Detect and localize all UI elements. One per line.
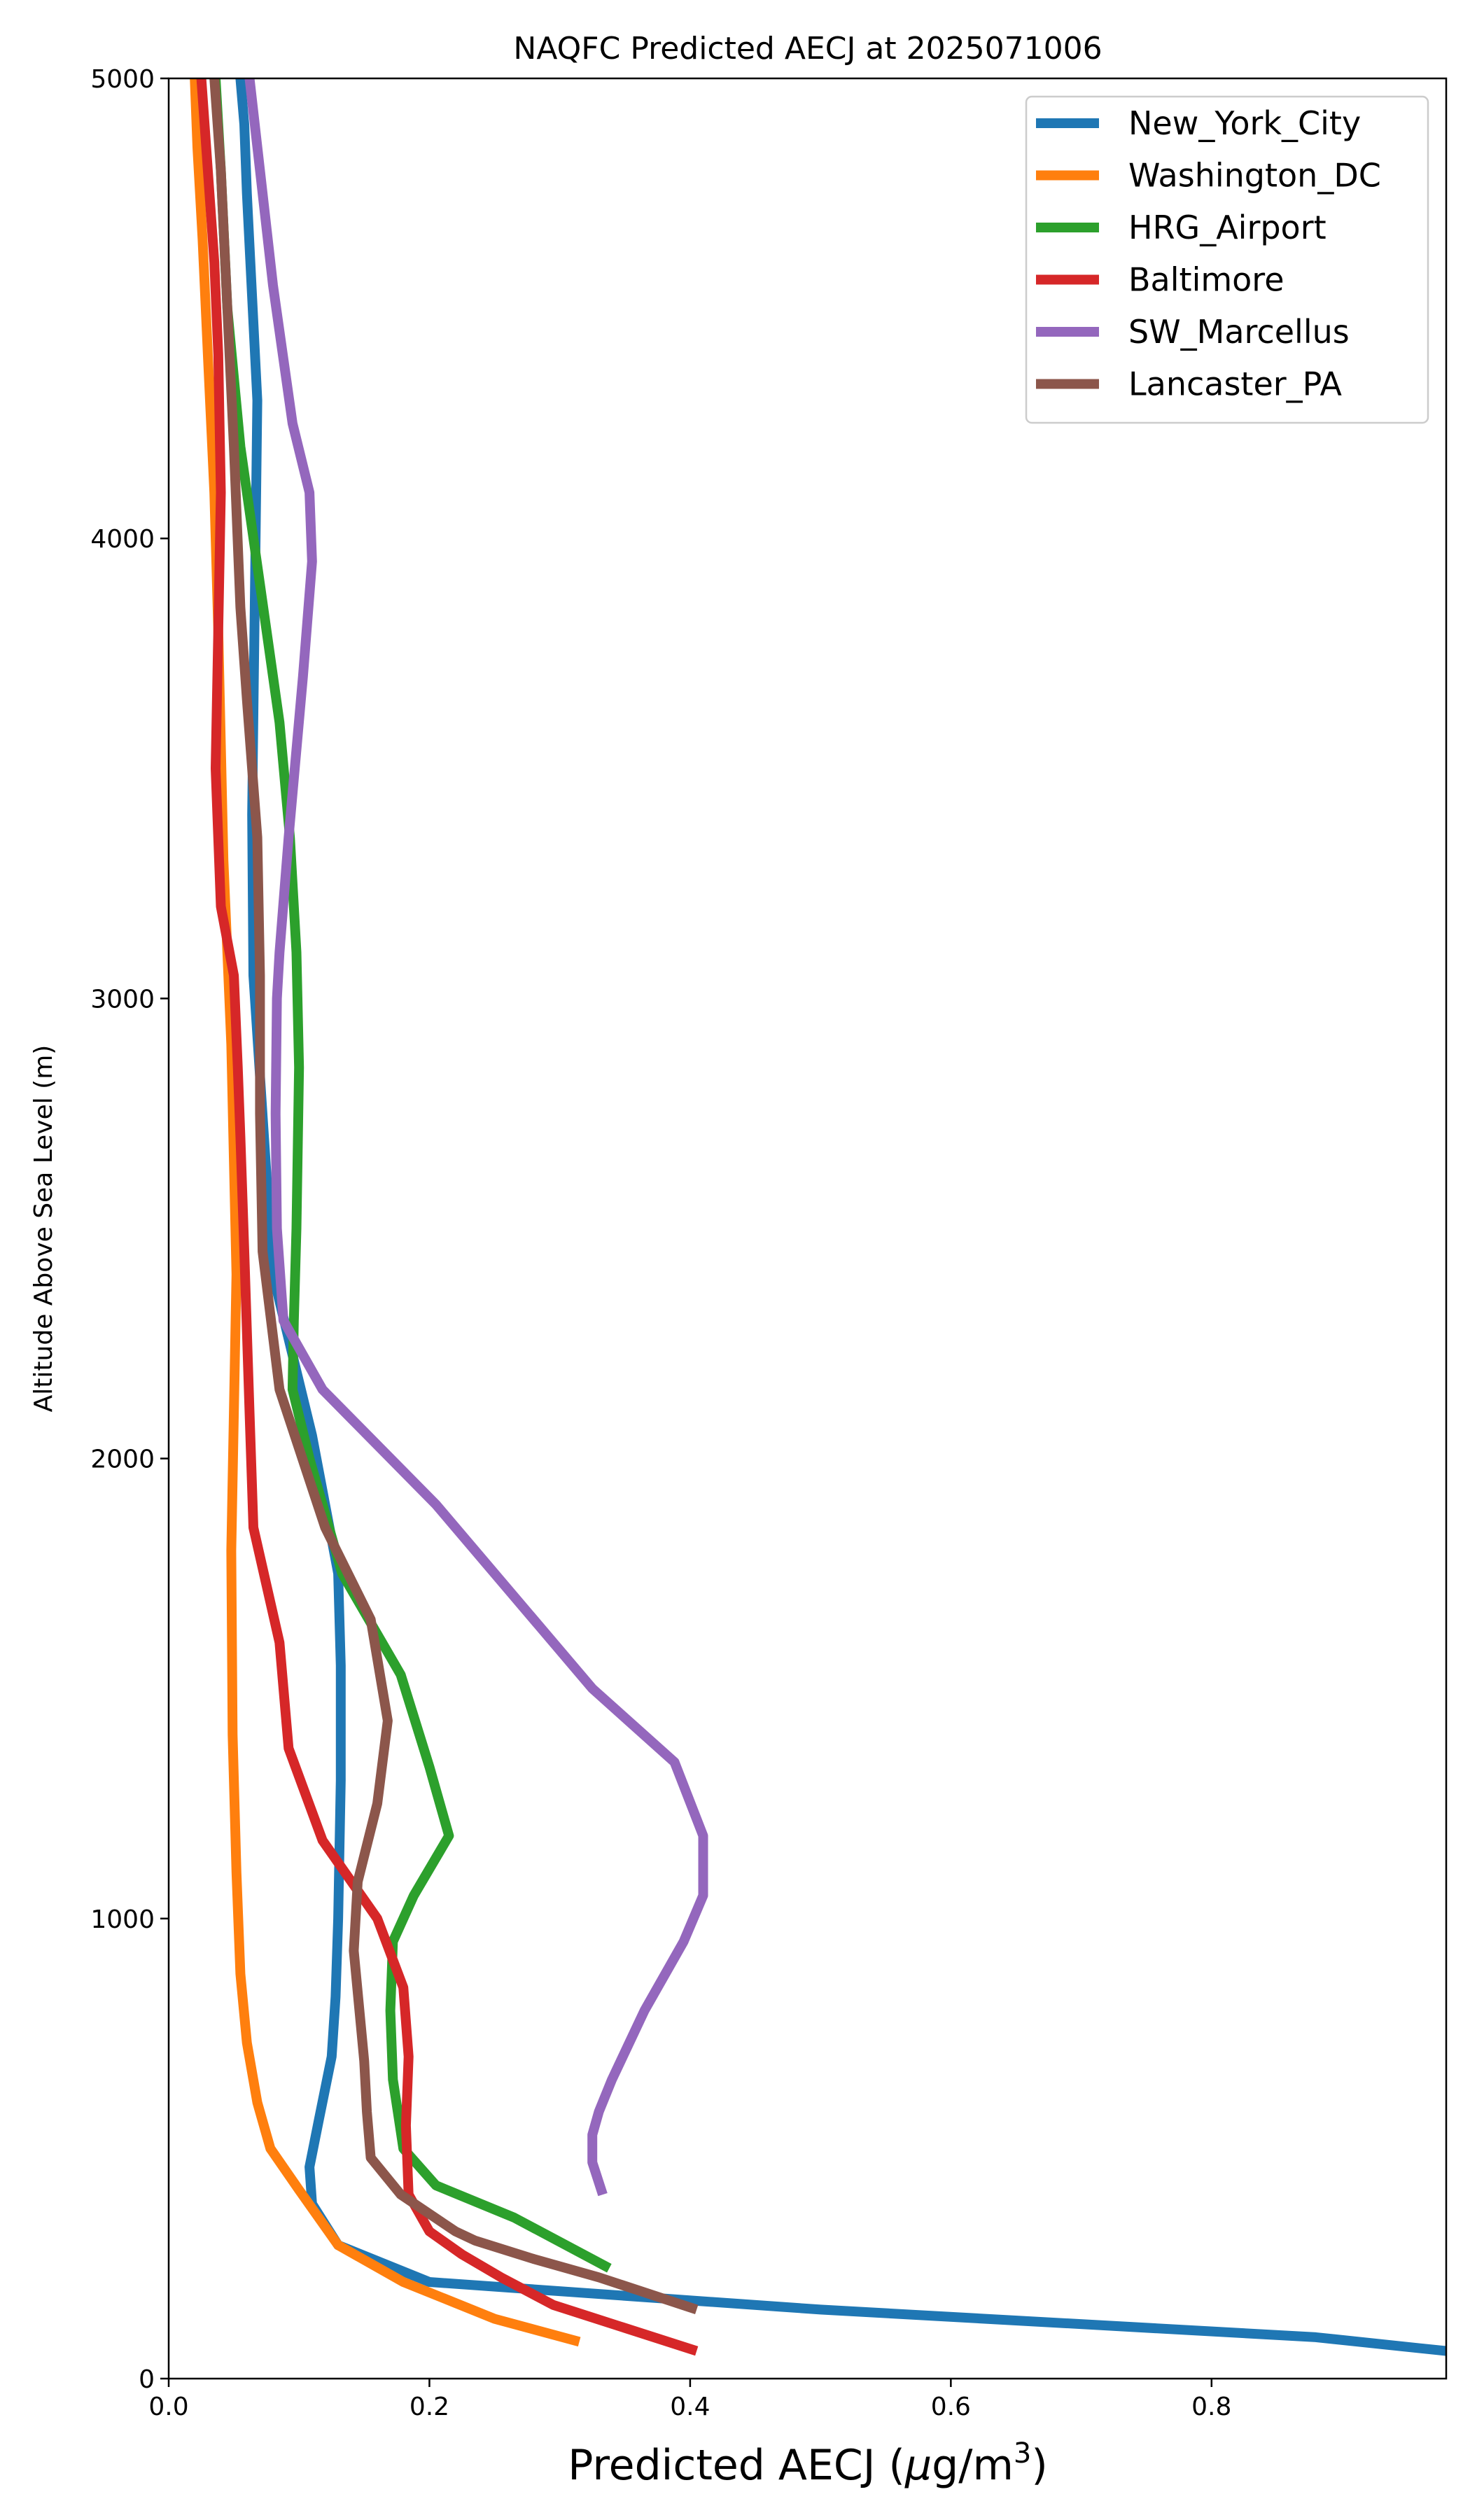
legend-label: Lancaster_PA: [1128, 365, 1342, 403]
x-axis-label-mu: μ: [904, 2441, 932, 2490]
series-line-washington-dc: [190, 78, 581, 2347]
y-tick-label: 3000: [90, 985, 155, 1014]
series-line-baltimore: [196, 78, 699, 2356]
legend-label: HRG_Airport: [1128, 209, 1326, 246]
y-tick-label: 2000: [90, 1446, 155, 1474]
x-axis-label-unit: g/m: [932, 2441, 1014, 2490]
x-axis-label: Predicted AECJ (μg/m3): [568, 2437, 1048, 2490]
series-line-sw-marcellus: [244, 78, 708, 2197]
series-line-lancaster-pa: [209, 78, 699, 2315]
legend-box: [1025, 95, 1429, 424]
legend-label: New_York_City: [1128, 104, 1361, 142]
x-tick-label: 0.6: [931, 2393, 971, 2421]
x-axis: 0.0 0.2 0.4 0.6 0.8: [148, 2379, 1231, 2421]
x-tick-label: 0.4: [670, 2393, 710, 2421]
y-tick-label: 5000: [90, 65, 155, 94]
x-axis-label-suffix: ): [1031, 2441, 1047, 2490]
legend: New_York_City Washington_DC HRG_Airport Bal…: [1025, 95, 1429, 424]
legend-label: Washington_DC: [1128, 157, 1381, 195]
x-tick-label: 0.0: [148, 2393, 188, 2421]
x-axis-label-prefix: Predicted AECJ (: [568, 2441, 905, 2490]
y-axis: 0 1000 2000 3000 4000 5000: [90, 65, 169, 2394]
y-tick-label: 1000: [90, 1905, 155, 1934]
legend-label: SW_Marcellus: [1128, 313, 1350, 351]
y-tick-label: 0: [139, 2365, 155, 2394]
y-tick-label: 4000: [90, 525, 155, 554]
plot-frame: [167, 77, 1448, 2380]
series-layer: [190, 78, 1446, 2356]
y-axis-label: Altitude Above Sea Level (m): [29, 1045, 58, 1413]
x-axis-label-superscript: 3: [1014, 2437, 1031, 2470]
x-tick-label: 0.2: [410, 2393, 449, 2421]
x-tick-label: 0.8: [1191, 2393, 1231, 2421]
chart-title: NAQFC Predicted AECJ at 2025071006: [513, 31, 1102, 66]
series-line-hrg-airport: [211, 78, 612, 2273]
legend-label: Baltimore: [1128, 261, 1284, 299]
